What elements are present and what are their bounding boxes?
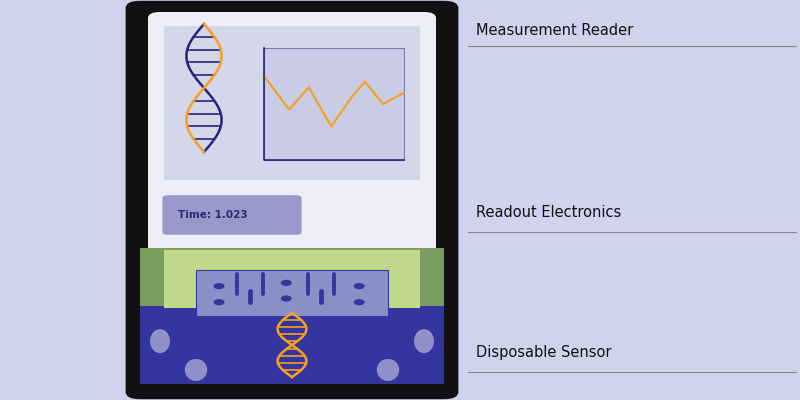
Ellipse shape <box>150 329 170 353</box>
Text: Readout Electronics: Readout Electronics <box>476 205 622 220</box>
FancyBboxPatch shape <box>162 195 302 235</box>
Bar <box>140 248 444 314</box>
Text: Disposable Sensor: Disposable Sensor <box>476 345 611 360</box>
FancyBboxPatch shape <box>126 1 458 399</box>
Circle shape <box>282 280 291 285</box>
FancyBboxPatch shape <box>148 12 436 254</box>
Bar <box>264 48 404 160</box>
Ellipse shape <box>185 359 207 381</box>
Ellipse shape <box>414 329 434 353</box>
Ellipse shape <box>377 359 399 381</box>
Circle shape <box>354 300 364 305</box>
Circle shape <box>282 296 291 301</box>
Circle shape <box>354 284 364 288</box>
Bar <box>140 306 444 384</box>
Text: Time: 1.023: Time: 1.023 <box>178 210 248 220</box>
Bar <box>164 250 420 308</box>
Bar <box>196 270 388 316</box>
Bar <box>164 26 420 180</box>
Circle shape <box>214 284 224 288</box>
Circle shape <box>214 300 224 305</box>
Text: Measurement Reader: Measurement Reader <box>476 23 634 38</box>
